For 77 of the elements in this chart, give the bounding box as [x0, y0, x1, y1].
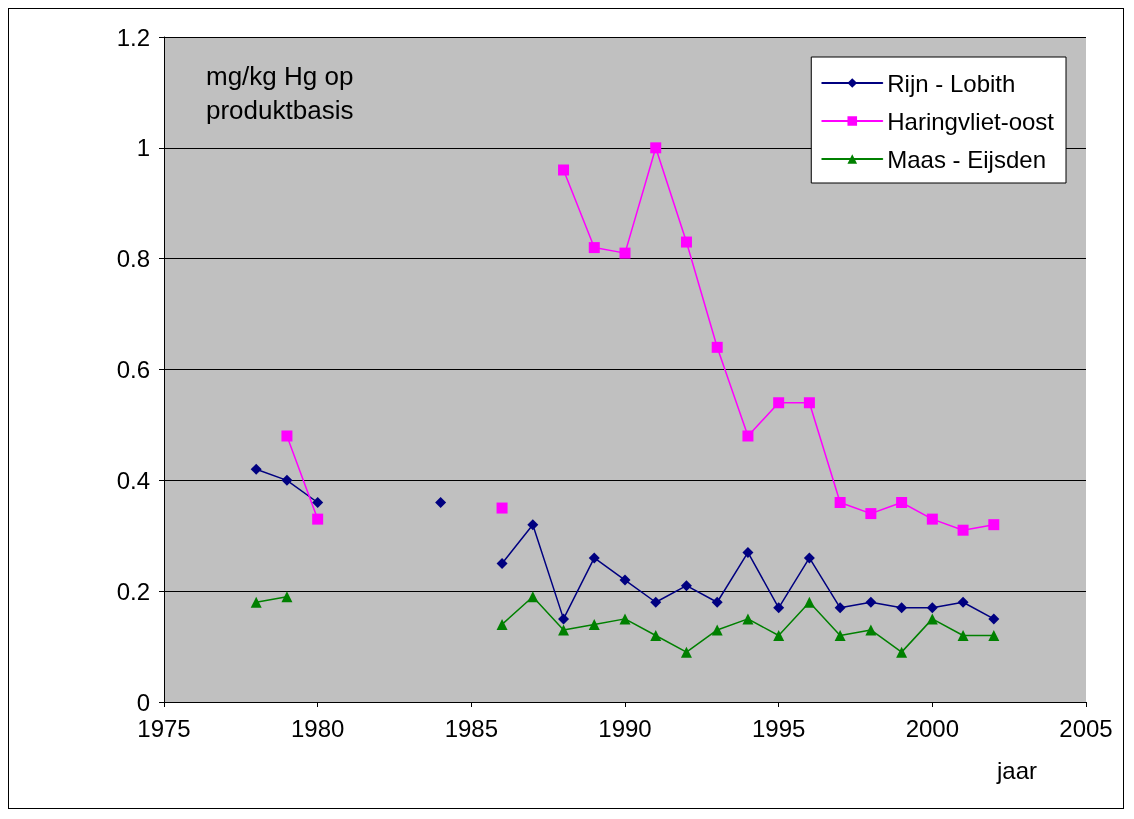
point	[588, 552, 600, 564]
point	[650, 142, 662, 154]
point	[742, 546, 754, 558]
y-tick-label: 0.6	[116, 356, 150, 383]
point	[281, 474, 293, 486]
x-tick-label: 2005	[1059, 714, 1113, 742]
point	[619, 574, 631, 586]
point	[496, 618, 508, 630]
point	[957, 596, 969, 608]
x-tick-label: 1980	[290, 714, 345, 742]
point	[619, 613, 631, 625]
point	[527, 519, 539, 531]
y-axis-title: mg/kg Hg op produktbasis	[206, 61, 354, 125]
point	[527, 591, 539, 603]
point	[680, 236, 692, 248]
x-tick-label: 1990	[598, 714, 652, 742]
point	[588, 242, 600, 254]
point	[865, 624, 877, 636]
x-tick-label: 1975	[137, 714, 191, 742]
point	[496, 502, 508, 514]
point	[988, 630, 1000, 641]
x-tick-label: 1985	[444, 714, 499, 742]
point	[711, 341, 723, 353]
point	[281, 430, 293, 442]
point	[773, 630, 785, 641]
point	[619, 247, 631, 259]
y-tick-label: 1	[136, 134, 150, 162]
point	[588, 618, 600, 630]
point	[988, 613, 1000, 625]
legend-label: Rijn - Lobith	[887, 69, 1016, 97]
y-tick-label: 0.8	[116, 245, 150, 273]
point	[496, 557, 508, 569]
point	[803, 397, 815, 409]
point	[926, 513, 938, 525]
point	[650, 596, 662, 608]
point	[834, 602, 846, 614]
point	[926, 602, 938, 614]
point	[435, 497, 447, 508]
point	[957, 630, 969, 641]
point	[680, 646, 692, 658]
y-tick-label: 0	[136, 688, 150, 716]
point	[250, 463, 262, 475]
point	[312, 513, 324, 525]
point	[742, 430, 754, 442]
x-tick-label: 1995	[751, 714, 806, 742]
point	[834, 497, 846, 508]
point	[742, 613, 754, 625]
point	[680, 580, 692, 592]
point	[711, 596, 723, 608]
point	[803, 596, 815, 608]
x-axis-title: jaar	[995, 756, 1038, 784]
point	[281, 591, 293, 603]
point	[896, 602, 908, 614]
point	[650, 630, 662, 641]
point	[711, 624, 723, 636]
point	[988, 519, 1000, 531]
point	[558, 624, 570, 636]
point	[896, 646, 908, 658]
legend-label: Haringvliet-oost	[887, 107, 1055, 135]
point	[803, 552, 815, 564]
point	[865, 596, 877, 608]
legend-label: Maas - Eijsden	[887, 145, 1046, 173]
point	[558, 613, 570, 625]
point	[250, 596, 262, 608]
point	[558, 164, 570, 176]
point	[896, 497, 908, 508]
y-tick-label: 1.2	[116, 23, 150, 51]
point	[312, 497, 324, 508]
point	[834, 630, 846, 641]
x-tick-label: 2000	[905, 714, 960, 742]
point	[865, 508, 877, 520]
point	[957, 524, 969, 536]
point	[926, 613, 938, 625]
point	[773, 602, 785, 614]
y-tick-label: 0.4	[116, 466, 150, 494]
y-tick-label: 0.2	[116, 577, 150, 605]
point	[773, 397, 785, 409]
